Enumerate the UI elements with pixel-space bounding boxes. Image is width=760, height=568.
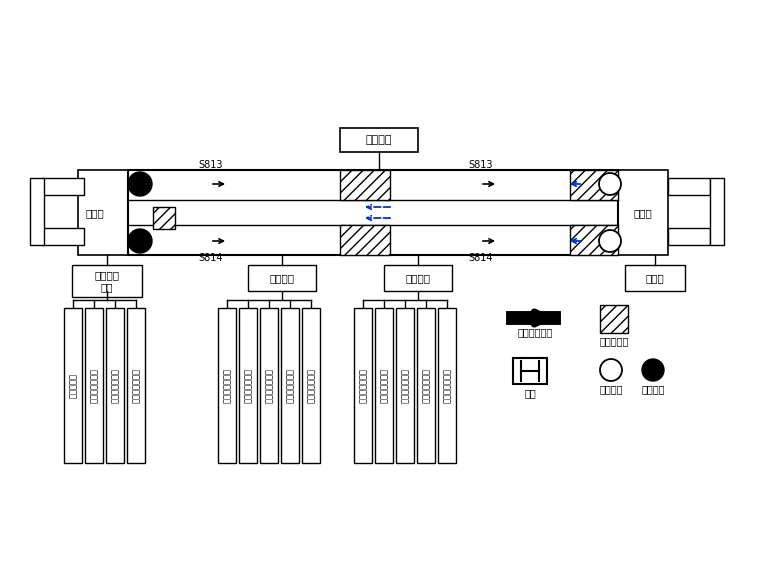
Text: 土方作业队: 土方作业队: [68, 373, 78, 398]
Bar: [30, 178, 44, 245]
Bar: [570, 225, 618, 255]
Text: S814: S814: [198, 253, 223, 263]
Text: 防水施工作业队: 防水施工作业队: [110, 368, 119, 403]
Text: 盾构工区: 盾构工区: [270, 273, 295, 283]
Text: 矿山工区: 矿山工区: [406, 273, 430, 283]
Text: S813: S813: [468, 160, 492, 170]
Bar: [354, 308, 372, 463]
Bar: [42, 228, 84, 245]
Bar: [218, 308, 236, 463]
Text: S814: S814: [468, 253, 492, 263]
Bar: [72, 265, 142, 297]
Bar: [340, 225, 390, 255]
Bar: [78, 170, 128, 255]
Text: 盾构配合作业队: 盾构配合作业队: [306, 368, 315, 403]
Bar: [417, 308, 435, 463]
Bar: [375, 308, 393, 463]
Circle shape: [599, 173, 621, 195]
Text: 中新站: 中新站: [646, 273, 664, 283]
Text: 施工竖井作业队: 施工竖井作业队: [401, 368, 410, 403]
Circle shape: [599, 230, 621, 252]
Bar: [64, 308, 82, 463]
Bar: [570, 170, 618, 200]
Bar: [153, 207, 175, 229]
Text: 矿山施工作业队: 矿山施工作业队: [359, 368, 368, 403]
Bar: [710, 178, 724, 245]
Text: 矿山施工作业队: 矿山施工作业队: [422, 368, 430, 403]
Bar: [600, 305, 628, 333]
Bar: [260, 308, 278, 463]
Text: 中间竖井作业队: 中间竖井作业队: [264, 368, 274, 403]
Circle shape: [642, 359, 664, 381]
Text: 结构施工作业队: 结构施工作业队: [131, 368, 141, 403]
Text: 围护结构作业队: 围护结构作业队: [90, 368, 99, 403]
Circle shape: [128, 172, 152, 196]
Text: 明挖车站
工区: 明挖车站 工区: [94, 270, 119, 292]
Bar: [625, 265, 685, 291]
Text: S813: S813: [198, 160, 223, 170]
Bar: [668, 228, 710, 245]
Bar: [281, 308, 299, 463]
Bar: [668, 178, 710, 195]
Bar: [340, 170, 390, 200]
Text: 中新站: 中新站: [634, 208, 652, 218]
Bar: [618, 170, 668, 255]
Text: 盾构施工作业队: 盾构施工作业队: [286, 368, 295, 403]
Text: 盾构施工作业队: 盾构施工作业队: [223, 368, 232, 403]
Bar: [248, 265, 316, 291]
Text: 矿山法隧道: 矿山法隧道: [600, 336, 629, 346]
Bar: [513, 358, 547, 384]
Bar: [239, 308, 257, 463]
Circle shape: [600, 359, 622, 381]
Text: 盾构始发: 盾构始发: [641, 384, 665, 394]
Text: 盾构接收: 盾构接收: [599, 384, 622, 394]
Bar: [396, 308, 414, 463]
Bar: [128, 170, 618, 255]
Bar: [384, 265, 452, 291]
Bar: [106, 308, 124, 463]
Text: 施工竖井: 施工竖井: [366, 135, 392, 145]
Text: 盾构掘进方向: 盾构掘进方向: [518, 327, 553, 337]
Text: 矿山配合作业队: 矿山配合作业队: [442, 368, 451, 403]
Bar: [438, 308, 456, 463]
Circle shape: [128, 229, 152, 253]
Bar: [85, 308, 103, 463]
Text: 矿山配合作业队: 矿山配合作业队: [379, 368, 388, 403]
Bar: [127, 308, 145, 463]
Text: 车站: 车站: [524, 388, 536, 398]
Bar: [42, 178, 84, 195]
Bar: [302, 308, 320, 463]
Text: 镇龙站: 镇龙站: [86, 208, 104, 218]
Bar: [340, 128, 418, 152]
Text: 盾构配合作业队: 盾构配合作业队: [243, 368, 252, 403]
